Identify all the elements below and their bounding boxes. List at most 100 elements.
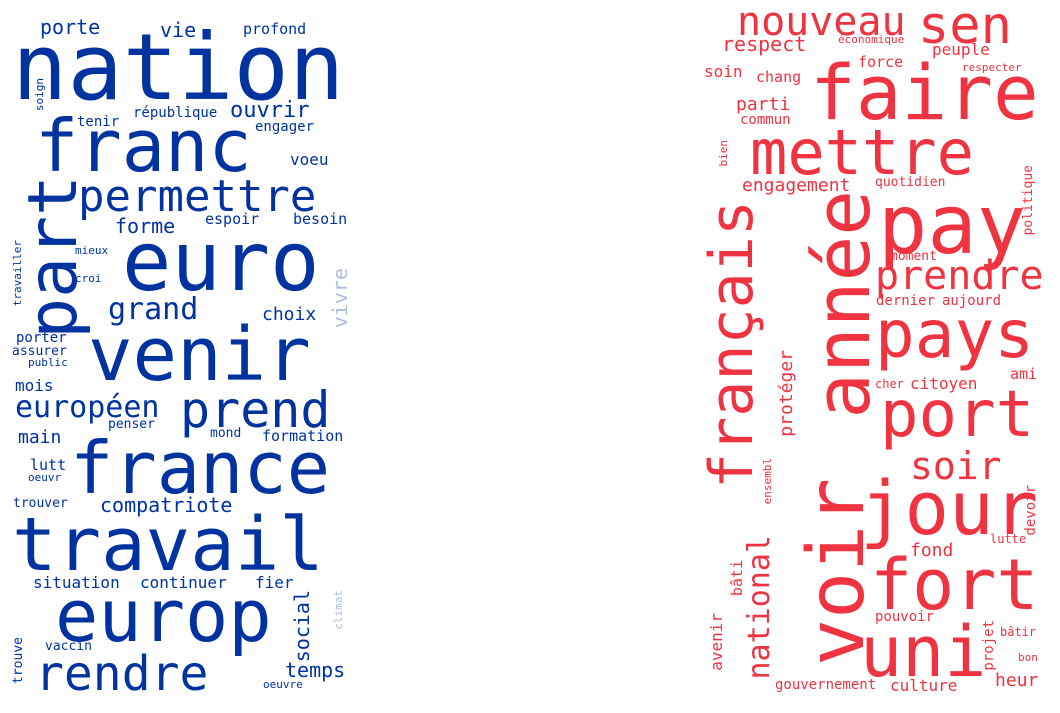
word-citoyen: citoyen: [910, 374, 978, 393]
word-compatriote: compatriote: [100, 493, 233, 517]
word-mond: mond: [210, 426, 242, 441]
word-main: main: [18, 427, 62, 448]
word-europeen: européen: [15, 390, 160, 425]
word-europ: europ: [55, 574, 272, 658]
word-public: public: [28, 356, 68, 369]
word-continuer: continuer: [140, 573, 227, 592]
word-bien: bien: [717, 140, 730, 167]
word-choix: choix: [262, 304, 317, 325]
word-commun: commun: [740, 112, 791, 128]
word-euro: euro: [122, 215, 320, 310]
word-jour: jour: [860, 466, 1039, 552]
word-culture: culture: [890, 676, 958, 695]
word-faire: faire: [810, 48, 1039, 137]
word-chang: chang: [756, 68, 802, 86]
word-fier: fier: [255, 573, 294, 592]
word-vivre: vivre: [328, 268, 352, 329]
word-gouvernement: gouvernement: [775, 677, 877, 693]
word-tenir: tenir: [77, 114, 120, 130]
word-forme: forme: [115, 214, 176, 238]
word-soir: soir: [910, 444, 1002, 488]
word-travailler: travailler: [11, 240, 24, 307]
word-bati: bâti: [728, 560, 746, 597]
word-lutt: lutt: [30, 456, 67, 474]
word-moment: moment: [890, 249, 937, 264]
word-ouvrir: ouvrir: [230, 98, 310, 123]
word-peuple: peuple: [932, 40, 990, 59]
word-france: france: [70, 426, 331, 510]
word-venir: venir: [88, 312, 311, 398]
word-prendre: prendre: [875, 253, 1044, 299]
word-annee: année: [798, 190, 887, 419]
word-assurer: assurer: [12, 344, 67, 359]
word-porte: porte: [40, 15, 101, 39]
word-avenir: avenir: [707, 613, 726, 671]
word-force: force: [858, 53, 904, 71]
word-situation: situation: [33, 573, 120, 592]
word-lutte: lutte: [990, 532, 1027, 546]
word-economique: économique: [838, 33, 905, 46]
word-prend: prend: [180, 381, 331, 439]
word-permettre: permettre: [78, 171, 317, 222]
right-word-cloud: faire mettre pay année voir pays port jo…: [697, 0, 1060, 713]
word-soign: soign: [33, 78, 46, 112]
word-respect: respect: [722, 32, 807, 56]
word-batir: bâtir: [1000, 625, 1037, 639]
word-dernier: dernier: [876, 293, 936, 309]
word-trouver: trouver: [13, 496, 68, 511]
word-pays: pays: [875, 296, 1034, 373]
word-social: social: [290, 590, 314, 663]
word-sen: sen: [918, 0, 1012, 56]
word-parti: parti: [736, 94, 791, 115]
word-soin: soin: [704, 62, 743, 81]
word-vaccin: vaccin: [45, 639, 92, 654]
word-cher: cher: [875, 377, 904, 391]
word-francais: français: [697, 200, 767, 489]
word-pouvoir: pouvoir: [875, 609, 935, 625]
word-mettre: mettre: [750, 116, 974, 189]
word-porter: porter: [16, 330, 67, 346]
word-quotidien: quotidien: [875, 175, 946, 190]
word-penser: penser: [108, 417, 155, 432]
word-ami: ami: [1010, 365, 1038, 383]
word-ensembl: ensembl: [761, 458, 774, 505]
word-oeuvre: oeuvre: [263, 678, 303, 691]
word-aujourd: aujourd: [942, 293, 1002, 309]
word-besoin: besoin: [293, 210, 348, 228]
word-grand: grand: [108, 292, 199, 327]
word-devoir: devoir: [1023, 485, 1039, 536]
word-mieux: mieux: [75, 244, 109, 257]
word-republique: république: [133, 105, 218, 121]
word-temps: temps: [285, 658, 346, 682]
word-travail: travail: [12, 502, 324, 588]
word-engager: engager: [255, 119, 315, 135]
word-nation: nation: [12, 14, 345, 121]
word-pay: pay: [878, 178, 1027, 273]
word-voeu: voeu: [290, 150, 329, 169]
word-formation: formation: [262, 427, 344, 445]
word-heur: heur: [995, 670, 1039, 691]
word-climat: climat: [332, 590, 345, 630]
word-trouve: trouve: [11, 637, 26, 684]
word-espoir: espoir: [205, 210, 260, 228]
word-croi: croi: [75, 272, 102, 285]
word-port: port: [880, 378, 1035, 452]
left-word-cloud: nation franc part euro venir permettre p…: [0, 0, 360, 713]
word-profond: profond: [243, 20, 307, 38]
word-engagement: engagement: [742, 175, 851, 196]
word-mois: mois: [15, 376, 54, 395]
word-politique: politique: [1021, 165, 1036, 236]
word-proteger: protéger: [776, 350, 797, 437]
word-rendre: rendre: [35, 646, 209, 702]
word-respecter: respecter: [962, 61, 1022, 74]
word-fond: fond: [910, 540, 954, 561]
word-nouveau: nouveau: [737, 0, 906, 45]
word-vie: vie: [160, 18, 197, 42]
word-fort: fort: [870, 544, 1039, 626]
word-uni: uni: [860, 611, 987, 693]
word-oeuvr: oeuvr: [28, 471, 62, 484]
word-projet: projet: [981, 620, 997, 671]
word-bon: bon: [1018, 651, 1038, 664]
word-national: national: [742, 535, 777, 680]
word-franc: franc: [35, 104, 252, 188]
